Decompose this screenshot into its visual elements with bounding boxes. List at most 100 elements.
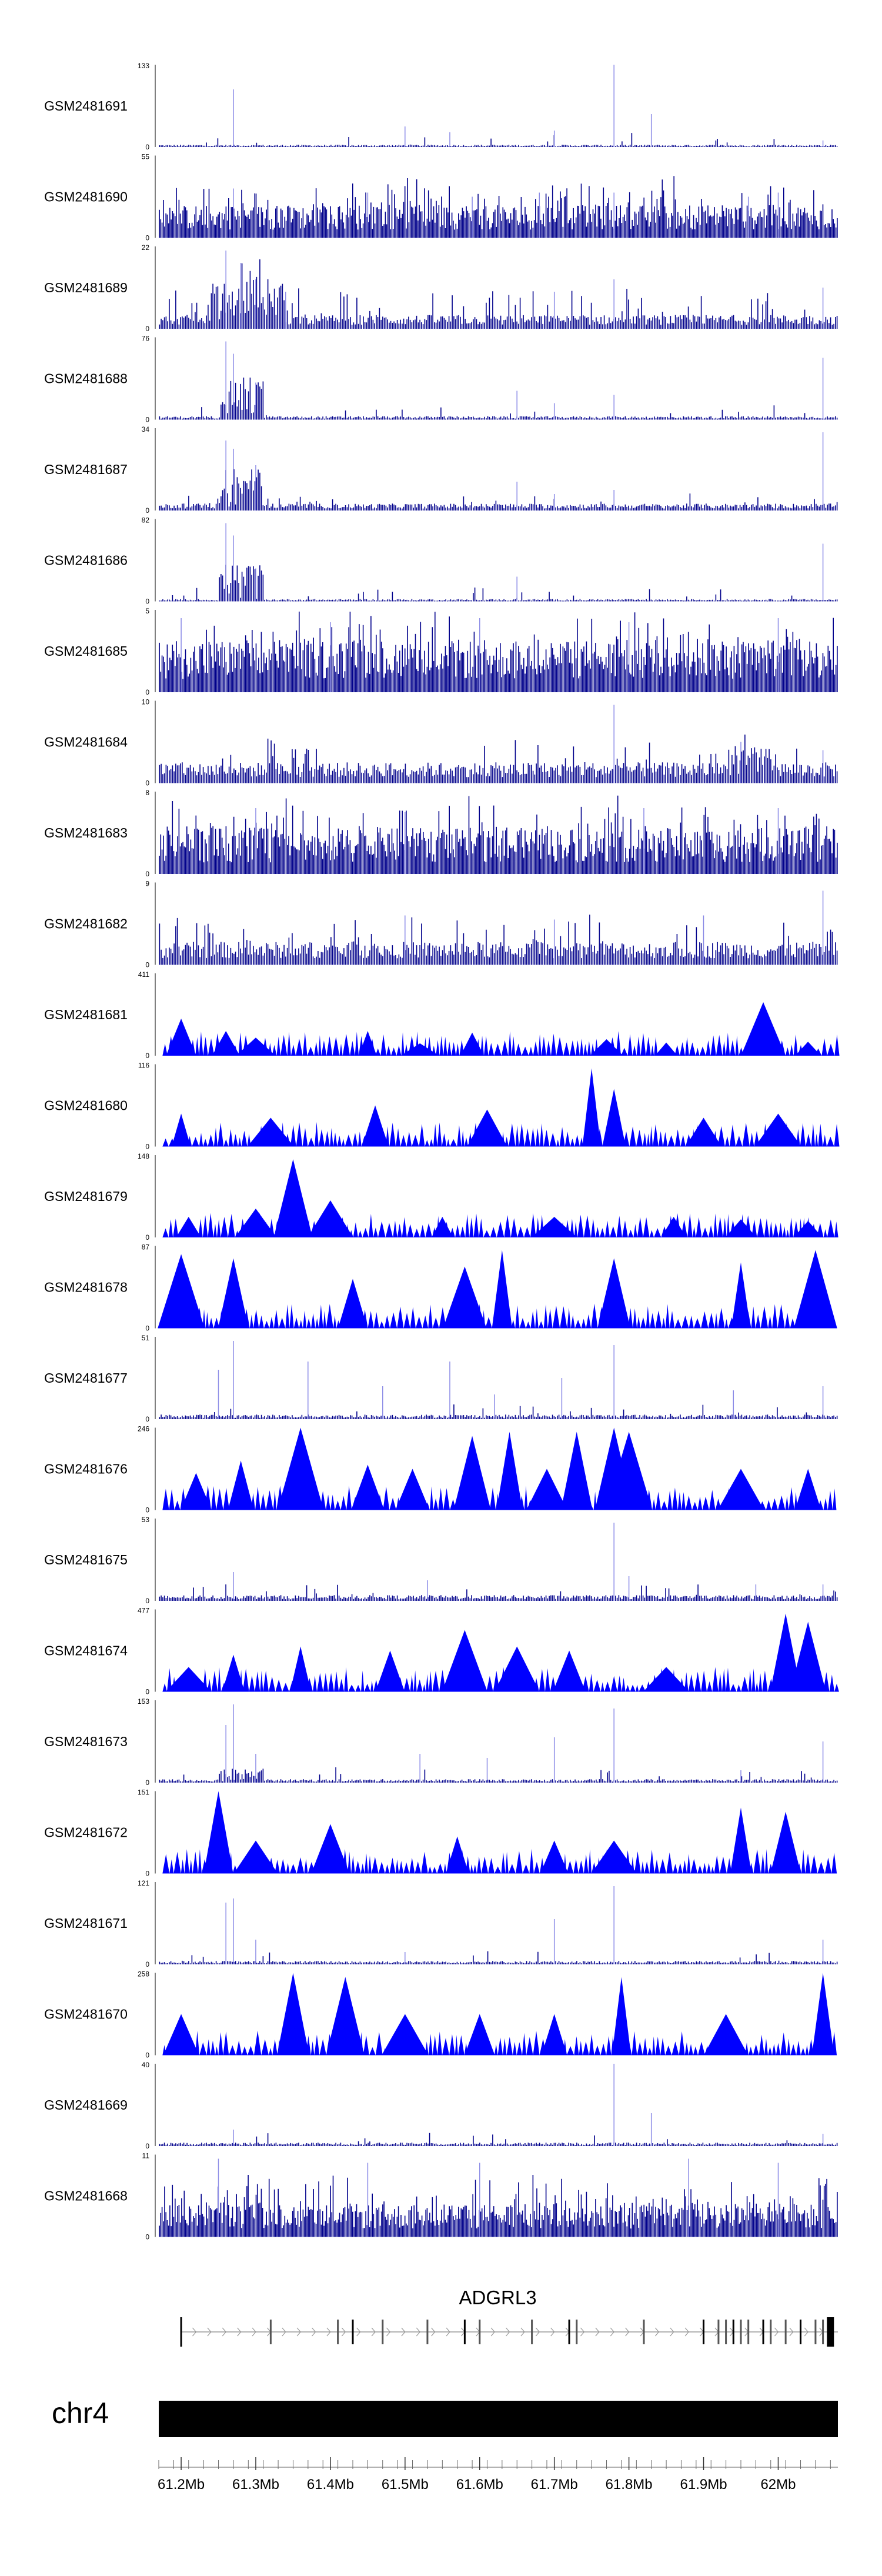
y-max-tick-label: 151 bbox=[138, 1788, 149, 1797]
track-gsm2481669: GSM2481669 40 0 bbox=[44, 2061, 838, 2150]
track-gsm2481671: GSM2481671 121 0 bbox=[44, 1879, 838, 1968]
signal-peaks bbox=[225, 1886, 824, 1964]
signal-peaks bbox=[218, 1341, 824, 1419]
signal-bars bbox=[159, 565, 838, 602]
signal-peaks bbox=[181, 618, 779, 692]
signal-peaks bbox=[233, 2064, 824, 2146]
signal-peak bbox=[278, 1427, 324, 1510]
signal-peak bbox=[703, 2014, 749, 2056]
gene-exon bbox=[717, 2320, 720, 2344]
signal-peak bbox=[770, 1613, 801, 1692]
signal-peak bbox=[326, 1977, 365, 2056]
y-max-tick-label: 9 bbox=[145, 880, 149, 888]
signal-peak bbox=[591, 1840, 637, 1874]
signal-bars bbox=[159, 1404, 838, 1419]
signal-peak bbox=[597, 1258, 631, 1329]
signal-group bbox=[162, 1973, 837, 2056]
signal-peak bbox=[400, 1043, 439, 1056]
signal-peak bbox=[741, 1002, 786, 1056]
signal-peak bbox=[395, 1469, 430, 1510]
signal-peaks bbox=[233, 65, 824, 147]
x-tick-label: 61.2Mb bbox=[158, 2477, 205, 2492]
signal-area bbox=[162, 1303, 836, 1329]
chromosome-label: chr4 bbox=[52, 2397, 109, 2430]
gene-exon bbox=[725, 2320, 727, 2344]
signal-peak bbox=[165, 1667, 212, 1692]
signal-peaks bbox=[218, 2158, 779, 2237]
signal-peak bbox=[540, 1840, 569, 1874]
y-max-tick-label: 246 bbox=[138, 1425, 149, 1433]
signal-group bbox=[159, 523, 838, 602]
track-name-label: GSM2481677 bbox=[44, 1370, 128, 1386]
track-gsm2481686: GSM2481686 82 0 bbox=[44, 516, 838, 606]
signal-peak bbox=[654, 1042, 678, 1056]
x-tick-label: 61.8Mb bbox=[606, 2477, 653, 2492]
signal-peak bbox=[382, 2014, 429, 2056]
y-min-tick-label: 0 bbox=[145, 688, 149, 696]
gene-exon bbox=[762, 2320, 764, 2344]
track-gsm2481691: GSM2481691 133 0 bbox=[44, 62, 838, 151]
signal-peak bbox=[212, 1031, 240, 1056]
signal-bars bbox=[159, 915, 838, 965]
signal-bars bbox=[159, 378, 838, 420]
gene-name-label: ADGRL3 bbox=[459, 2287, 537, 2308]
signal-peak bbox=[811, 1973, 834, 2056]
y-min-tick-label: 0 bbox=[145, 1052, 149, 1060]
signal-group bbox=[159, 705, 838, 783]
signal-peak bbox=[236, 1037, 276, 1056]
track-gsm2481677: GSM2481677 51 0 bbox=[44, 1334, 838, 1423]
signal-bars bbox=[159, 259, 838, 329]
signal-peak bbox=[166, 1019, 196, 1056]
signal-peaks bbox=[613, 705, 824, 783]
gene-exon bbox=[747, 2320, 750, 2344]
signal-peak bbox=[359, 1031, 377, 1056]
signal-peak bbox=[590, 1039, 623, 1056]
y-min-tick-label: 0 bbox=[145, 2233, 149, 2241]
y-max-tick-label: 34 bbox=[142, 425, 150, 433]
signal-peak bbox=[605, 1432, 653, 1510]
y-max-tick-label: 121 bbox=[138, 1879, 149, 1887]
signal-peak bbox=[233, 1840, 278, 1874]
y-min-tick-label: 0 bbox=[145, 870, 149, 878]
track-name-label: GSM2481669 bbox=[44, 2097, 128, 2113]
signal-bars bbox=[159, 735, 838, 783]
y-min-tick-label: 0 bbox=[145, 1324, 149, 1333]
signal-peak bbox=[362, 1105, 389, 1147]
genome-axis: 61.2Mb 61.3Mb 61.4Mb 61.5Mb 61.6Mb 61.7Mb 61.8… bbox=[158, 2457, 838, 2492]
signal-peak bbox=[582, 1068, 601, 1147]
signal-peak bbox=[290, 1646, 311, 1692]
signal-peak bbox=[755, 1113, 801, 1147]
signal-group bbox=[159, 1523, 838, 1601]
gene-exon bbox=[800, 2320, 802, 2344]
signal-peak bbox=[442, 1630, 488, 1692]
track-name-label: GSM2481673 bbox=[44, 1734, 128, 1749]
chromosome-ideogram: chr4 bbox=[52, 2397, 838, 2437]
y-min-tick-label: 0 bbox=[145, 1143, 149, 1151]
gene-exon bbox=[770, 2320, 772, 2344]
track-name-label: GSM2481676 bbox=[44, 1461, 128, 1477]
signal-peak bbox=[158, 1254, 205, 1329]
track-gsm2481690: GSM2481690 55 0 bbox=[44, 153, 838, 242]
y-min-tick-label: 0 bbox=[145, 1506, 149, 1514]
signal-peaks bbox=[225, 523, 824, 602]
track-gsm2481689: GSM2481689 22 0 bbox=[44, 243, 838, 333]
y-max-tick-label: 258 bbox=[138, 1970, 149, 1978]
track-gsm2481681: GSM2481681 411 0 bbox=[44, 970, 840, 1060]
y-min-tick-label: 0 bbox=[145, 416, 149, 424]
signal-bars bbox=[159, 133, 838, 147]
signal-peak bbox=[731, 1262, 751, 1329]
signal-group bbox=[159, 2158, 838, 2237]
track-name-label: GSM2481668 bbox=[44, 2188, 128, 2204]
signal-peak bbox=[311, 1824, 350, 1874]
track-name-label: GSM2481679 bbox=[44, 1189, 128, 1204]
track-gsm2481678: GSM2481678 87 0 bbox=[44, 1243, 837, 1333]
signal-peak bbox=[661, 1217, 687, 1237]
y-min-tick-label: 0 bbox=[145, 961, 149, 969]
y-max-tick-label: 5 bbox=[145, 607, 149, 615]
gene-track: ADGRL3 bbox=[180, 2287, 838, 2347]
signal-peak bbox=[181, 1473, 212, 1510]
track-gsm2481672: GSM2481672 151 0 bbox=[44, 1788, 837, 1878]
signal-group bbox=[159, 176, 838, 238]
gene-exon bbox=[180, 2317, 182, 2347]
y-min-tick-label: 0 bbox=[145, 1960, 149, 1968]
